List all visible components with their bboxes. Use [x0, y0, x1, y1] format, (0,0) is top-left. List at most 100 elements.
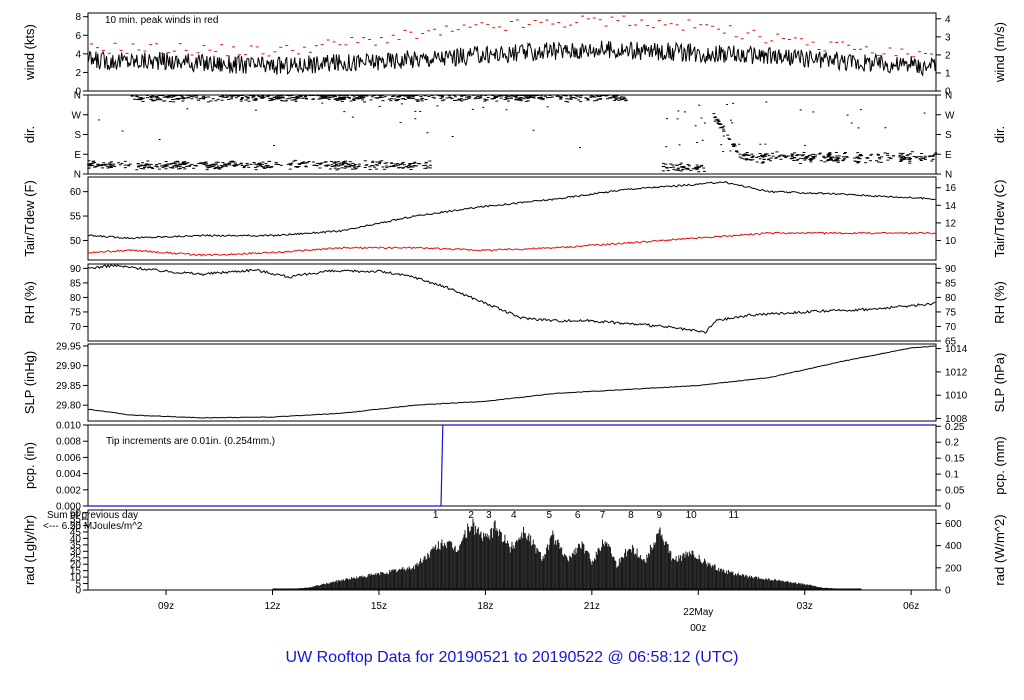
pcp-line: [88, 424, 936, 507]
slp-ytick-right-label: 1014: [945, 344, 968, 355]
temp-line-1: [87, 231, 936, 257]
rad-hour-marker: 8: [628, 510, 634, 521]
pcp-ytick-left-label: 0.002: [56, 485, 81, 496]
rad-ylabel-left: rad (Lgly/hr): [22, 515, 37, 585]
slp-ytick-right-label: 1012: [945, 367, 968, 378]
wind-ytick-left-label: 2: [75, 68, 81, 79]
temp-ytick-right-label: 16: [945, 183, 957, 194]
rh-ytick-right-label: 85: [945, 278, 957, 289]
rh-ytick-right-label: 90: [945, 264, 957, 275]
rh-ytick-right-label: 75: [945, 307, 957, 318]
rh-ylabel-left: RH (%): [22, 281, 37, 324]
dir-ytick-right-label: E: [945, 150, 952, 161]
pcp-ytick-left-label: 0.000: [56, 502, 81, 513]
pcp-ytick-left-label: 0.008: [56, 437, 81, 448]
rad-annotation-2: <--- 6.25 MJoules/m^2: [43, 521, 143, 532]
rh-ytick-left-label: 85: [70, 278, 82, 289]
dir-ytick-left-label: S: [74, 130, 81, 141]
dir-ytick-right-label: N: [945, 91, 952, 102]
time-tick-label: 06z: [903, 601, 919, 612]
rad-hour-marker: 5: [546, 510, 552, 521]
rad-ytick-left-label: 0: [75, 586, 81, 597]
dir-ytick-left-label: E: [74, 150, 81, 161]
rad-ytick-left-label: 45: [70, 527, 82, 538]
temp-ytick-right-label: 12: [945, 218, 957, 229]
rad-ytick-left-label: 60: [70, 508, 82, 519]
day-label-hour: 00z: [690, 623, 706, 634]
rad-ytick-left-label: 15: [70, 566, 82, 577]
wind-ytick-left-label: 6: [75, 31, 81, 42]
rad-ytick-left-label: 20: [70, 560, 82, 571]
rad-ytick-left-label: 55: [70, 515, 82, 526]
temp-line-0: [87, 181, 936, 240]
rad-annotation-1: Sum of previous day: [47, 510, 138, 521]
wind-mean-line: [87, 40, 937, 77]
rad-ytick-right-label: 600: [945, 519, 962, 530]
temp-ytick-left-label: 60: [70, 187, 82, 198]
wind-annotation: 10 min. peak winds in red: [105, 15, 218, 26]
rad-hour-marker: 6: [575, 510, 581, 521]
rh-ylabel-right: RH (%): [992, 281, 1007, 324]
wind-ytick-left-label: 4: [75, 49, 81, 60]
slp-line-0: [87, 345, 936, 419]
rad-ytick-left-label: 10: [70, 573, 82, 584]
rad-ytick-left-label: 30: [70, 547, 82, 558]
temp-frame: [87, 176, 937, 261]
dir-ytick-right-label: W: [945, 110, 955, 121]
wind-ytick-right-label: 3: [945, 32, 951, 43]
pcp-ytick-right-label: 0.1: [945, 470, 959, 481]
time-tick-label: 03z: [797, 601, 813, 612]
wind-ylabel-right: wind (m/s): [992, 22, 1007, 83]
pcp-annotation: Tip increments are 0.01in. (0.254mm.): [106, 436, 275, 447]
rad-hour-marker: 3: [486, 510, 492, 521]
rad-hour-marker: 11: [729, 510, 740, 521]
pcp-ytick-right-label: 0: [945, 502, 951, 513]
wind-ytick-left-label: 8: [75, 12, 81, 23]
slp-frame: [87, 343, 937, 422]
time-tick-label: 12z: [264, 601, 280, 612]
slp-ytick-right-label: 1008: [945, 414, 968, 425]
rad-ytick-left-label: 35: [70, 540, 82, 551]
slp-ytick-left-label: 29.85: [56, 381, 81, 392]
slp-ylabel-left: SLP (inHg): [22, 351, 37, 414]
rad-hour-marker: 9: [656, 510, 662, 521]
rad-ytick-left-label: 40: [70, 534, 82, 545]
wind-ytick-right-label: 2: [945, 50, 951, 61]
time-tick-label: 21z: [584, 601, 600, 612]
pcp-ytick-right-label: 0.15: [945, 454, 965, 465]
temp-ytick-left-label: 55: [70, 212, 82, 223]
rad-hour-marker: 2: [468, 510, 474, 521]
rad-ytick-right-label: 0: [945, 586, 951, 597]
dir-ytick-left-label: W: [72, 110, 82, 121]
rad-ytick-left-label: 50: [70, 521, 82, 532]
day-label: 22May: [683, 607, 713, 618]
pcp-ylabel-left: pcp. (in): [22, 442, 37, 489]
rad-ytick-left-label: 25: [70, 553, 82, 564]
pcp-ytick-right-label: 0.2: [945, 438, 959, 449]
rh-line-0: [87, 264, 936, 334]
time-tick-label: 15z: [371, 601, 387, 612]
rh-ytick-left-label: 70: [70, 322, 82, 333]
rh-ytick-right-label: 65: [945, 337, 957, 348]
slp-ytick-right-label: 1010: [945, 391, 968, 402]
dir-ytick-right-label: N: [945, 170, 952, 181]
pcp-ytick-left-label: 0.004: [56, 469, 81, 480]
temp-ylabel-left: Tair/Tdew (F): [22, 180, 37, 257]
time-tick-label: 09z: [158, 601, 174, 612]
wind-ylabel-left: wind (kts): [22, 24, 37, 81]
wind-ytick-left-label: 0: [75, 87, 81, 98]
temp-ytick-right-label: 10: [945, 236, 957, 247]
temp-ylabel-right: Tair/Tdew (C): [992, 179, 1007, 257]
wind-ytick-right-label: 4: [945, 14, 951, 25]
pcp-ytick-right-label: 0.05: [945, 486, 965, 497]
rad-hour-marker: 4: [511, 510, 517, 521]
rh-ytick-left-label: 90: [70, 264, 82, 275]
rh-ytick-right-label: 80: [945, 293, 957, 304]
slp-ylabel-right: SLP (hPa): [992, 353, 1007, 413]
temp-ytick-left-label: 50: [70, 236, 82, 247]
dir-ytick-left-label: N: [74, 170, 81, 181]
slp-ytick-left-label: 29.80: [56, 401, 81, 412]
time-tick-label: 18z: [477, 601, 493, 612]
pcp-ytick-right-label: 0.25: [945, 422, 965, 433]
